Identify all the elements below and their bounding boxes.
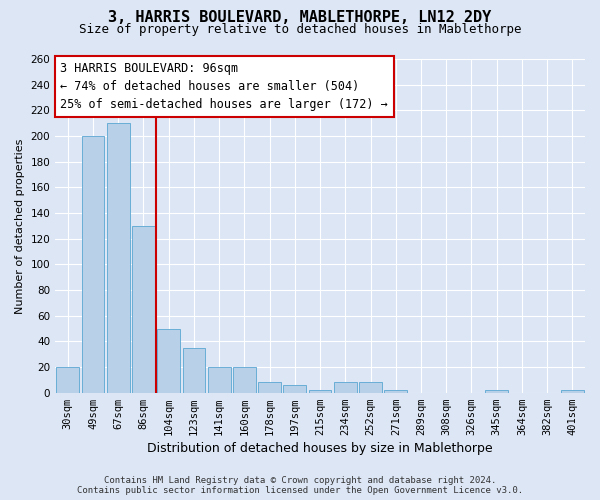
Bar: [283, 385, 306, 392]
Bar: [208, 367, 230, 392]
Y-axis label: Number of detached properties: Number of detached properties: [15, 138, 25, 314]
Bar: [485, 390, 508, 392]
Bar: [107, 123, 130, 392]
Bar: [561, 390, 584, 392]
Bar: [385, 390, 407, 392]
Text: 3 HARRIS BOULEVARD: 96sqm
← 74% of detached houses are smaller (504)
25% of semi: 3 HARRIS BOULEVARD: 96sqm ← 74% of detac…: [61, 62, 388, 112]
X-axis label: Distribution of detached houses by size in Mablethorpe: Distribution of detached houses by size …: [147, 442, 493, 455]
Bar: [56, 367, 79, 392]
Text: Size of property relative to detached houses in Mablethorpe: Size of property relative to detached ho…: [79, 22, 521, 36]
Bar: [157, 328, 180, 392]
Bar: [132, 226, 155, 392]
Bar: [309, 390, 331, 392]
Bar: [182, 348, 205, 393]
Bar: [359, 382, 382, 392]
Text: 3, HARRIS BOULEVARD, MABLETHORPE, LN12 2DY: 3, HARRIS BOULEVARD, MABLETHORPE, LN12 2…: [109, 10, 491, 25]
Bar: [258, 382, 281, 392]
Bar: [334, 382, 356, 392]
Bar: [82, 136, 104, 392]
Text: Contains HM Land Registry data © Crown copyright and database right 2024.
Contai: Contains HM Land Registry data © Crown c…: [77, 476, 523, 495]
Bar: [233, 367, 256, 392]
